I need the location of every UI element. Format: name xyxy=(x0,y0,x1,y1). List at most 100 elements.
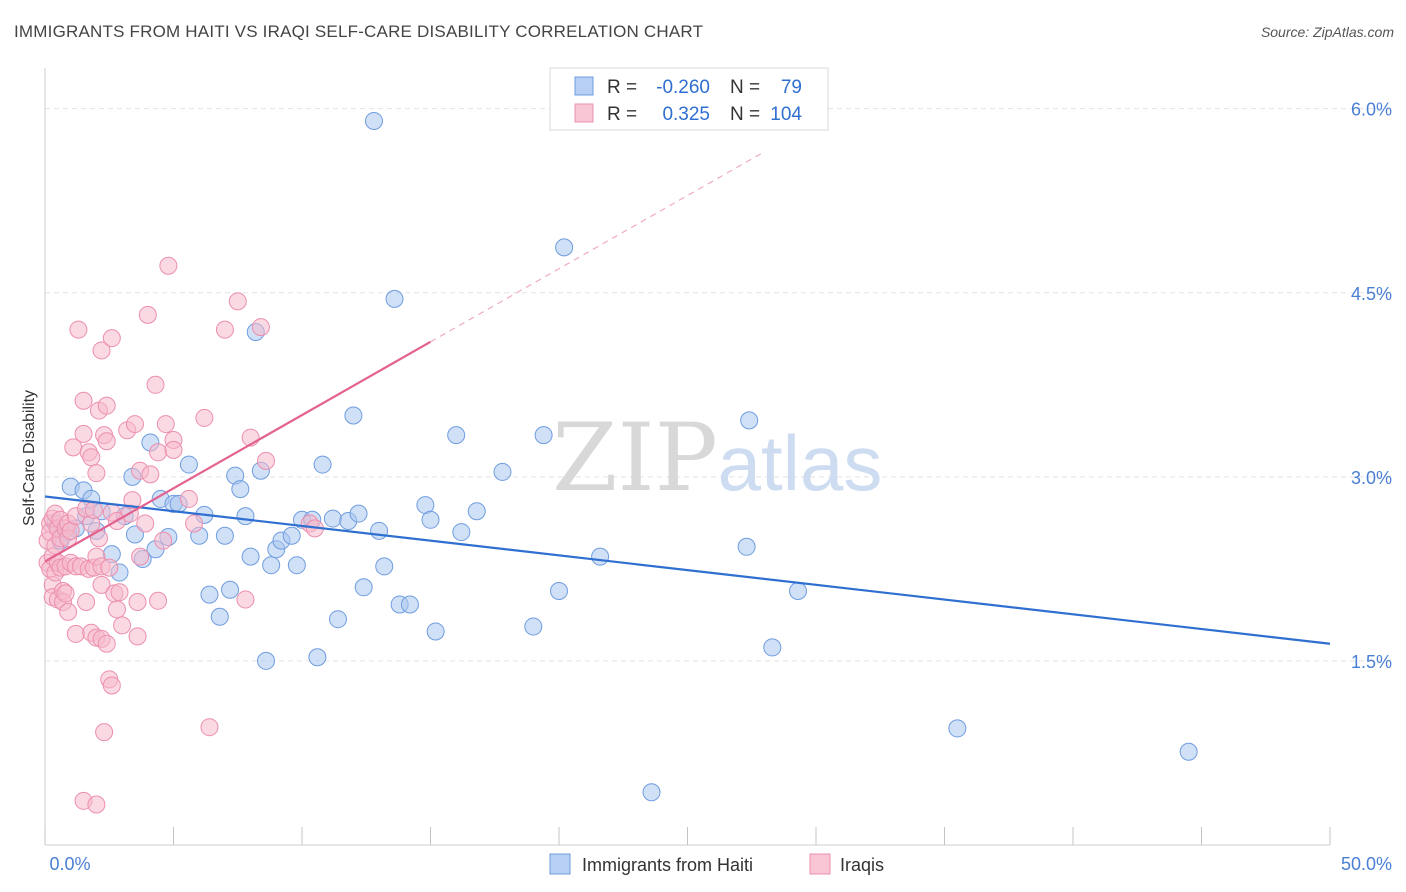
haiti-point xyxy=(534,426,553,445)
source-label: Source: ZipAtlas.com xyxy=(1260,24,1394,40)
bottom-legend-swatch-haiti xyxy=(549,853,571,875)
iraqi-point xyxy=(128,627,147,646)
iraqi-point xyxy=(97,432,116,451)
iraqi-point xyxy=(102,676,121,695)
iraqi-trendline xyxy=(44,340,432,563)
haiti-point xyxy=(421,510,440,529)
haiti-point xyxy=(215,526,234,545)
iraqi-point xyxy=(66,624,85,643)
legend: R = -0.260 N = 79 R = 0.325 N = 104 xyxy=(549,67,829,131)
iraqi-point xyxy=(56,584,75,603)
iraqi-point xyxy=(149,591,168,610)
iraqi-point xyxy=(84,500,103,519)
haiti-point xyxy=(385,289,404,308)
iraqi-point xyxy=(87,795,106,814)
bottom-legend-label-iraqis: Iraqis xyxy=(840,855,884,875)
haiti-point xyxy=(740,411,759,430)
y-tick-label: 1.5% xyxy=(1351,652,1392,672)
legend-r-label-0: R = xyxy=(607,77,637,98)
haiti-point xyxy=(452,523,471,542)
x-tick-label-max: 50.0% xyxy=(1341,854,1392,874)
iraqi-trendline-extension xyxy=(430,151,765,343)
x-tick-label-min: 0.0% xyxy=(49,854,90,874)
y-tick-label: 4.5% xyxy=(1351,284,1392,304)
y-tick-label: 3.0% xyxy=(1351,468,1392,488)
haiti-point xyxy=(262,556,281,575)
iraqi-point xyxy=(87,464,106,483)
haiti-point xyxy=(287,556,306,575)
legend-r-value-1: 0.325 xyxy=(662,104,710,125)
iraqi-point xyxy=(107,600,126,619)
watermark-atlas: atlas xyxy=(718,419,883,507)
haiti-point xyxy=(370,521,389,540)
grid-layer: 1.5% 3.0% 4.5% 6.0% xyxy=(45,100,1392,672)
haiti-point xyxy=(763,638,782,657)
bottom-legend: Immigrants from Haiti Iraqis xyxy=(549,853,884,875)
legend-n-value-1: 104 xyxy=(770,104,802,125)
haiti-point xyxy=(241,547,260,566)
haiti-point xyxy=(447,426,466,445)
chart-title: IMMIGRANTS FROM HAITI VS IRAQI SELF-CARE… xyxy=(14,22,704,41)
iraqi-point xyxy=(257,451,276,470)
haiti-point xyxy=(308,648,327,667)
haiti-point xyxy=(364,111,383,130)
axis-layer: 0.0% 50.0% xyxy=(44,68,1392,874)
iraqi-point xyxy=(100,558,119,577)
iraqi-point xyxy=(228,292,247,311)
haiti-point xyxy=(125,525,144,544)
iraqi-point xyxy=(215,320,234,339)
iraqi-point xyxy=(156,415,175,434)
iraqi-point xyxy=(195,408,214,427)
haiti-point xyxy=(375,557,394,576)
iraqi-point xyxy=(185,514,204,533)
iraqi-point xyxy=(149,443,168,462)
legend-swatch-haiti xyxy=(574,76,594,96)
iraqi-point xyxy=(102,329,121,348)
legend-n-label-1: N = xyxy=(730,104,760,125)
iraqi-point xyxy=(123,491,142,510)
iraqi-point xyxy=(82,448,101,467)
haiti-point xyxy=(210,607,229,626)
haiti-point xyxy=(737,537,756,556)
haiti-point xyxy=(179,455,198,474)
iraqi-point xyxy=(125,415,144,434)
iraqi-point xyxy=(74,424,93,443)
iraqi-point xyxy=(92,341,111,360)
iraqi-point xyxy=(146,375,165,394)
iraqi-point xyxy=(113,616,132,635)
haiti-point xyxy=(493,462,512,481)
iraqi-point xyxy=(77,593,96,612)
iraqi-point xyxy=(92,575,111,594)
haiti-trendline xyxy=(44,495,1331,645)
legend-box xyxy=(549,67,829,131)
iraqi-point xyxy=(97,396,116,415)
iraqi-point xyxy=(74,391,93,410)
legend-n-label-0: N = xyxy=(730,77,760,98)
haiti-point xyxy=(550,581,568,600)
iraqi-point xyxy=(97,634,116,653)
haiti-point xyxy=(591,547,610,566)
haiti-point xyxy=(349,504,368,523)
iraqi-point xyxy=(59,602,78,621)
bottom-legend-swatch-iraqis xyxy=(809,853,831,875)
haiti-point xyxy=(344,406,363,425)
iraqi-point xyxy=(89,529,108,548)
haiti-point xyxy=(400,595,419,614)
haiti-point xyxy=(282,526,301,545)
iraqi-point xyxy=(128,593,147,612)
haiti-point xyxy=(467,502,486,521)
iraqi-point xyxy=(236,590,255,609)
haiti-point xyxy=(1179,742,1198,761)
iraqi-point xyxy=(138,305,157,324)
iraqi-point xyxy=(69,320,88,339)
haiti-point xyxy=(354,578,373,597)
iraqi-point xyxy=(141,465,160,484)
iraqi-point xyxy=(251,318,270,337)
y-axis-title: Self-Care Disability xyxy=(21,390,38,526)
points-layer xyxy=(38,111,1198,814)
legend-r-label-1: R = xyxy=(607,104,637,125)
haiti-point xyxy=(642,783,661,802)
bottom-legend-label-haiti: Immigrants from Haiti xyxy=(582,855,753,875)
y-tick-label: 6.0% xyxy=(1351,100,1392,120)
iraqi-point xyxy=(154,531,173,550)
